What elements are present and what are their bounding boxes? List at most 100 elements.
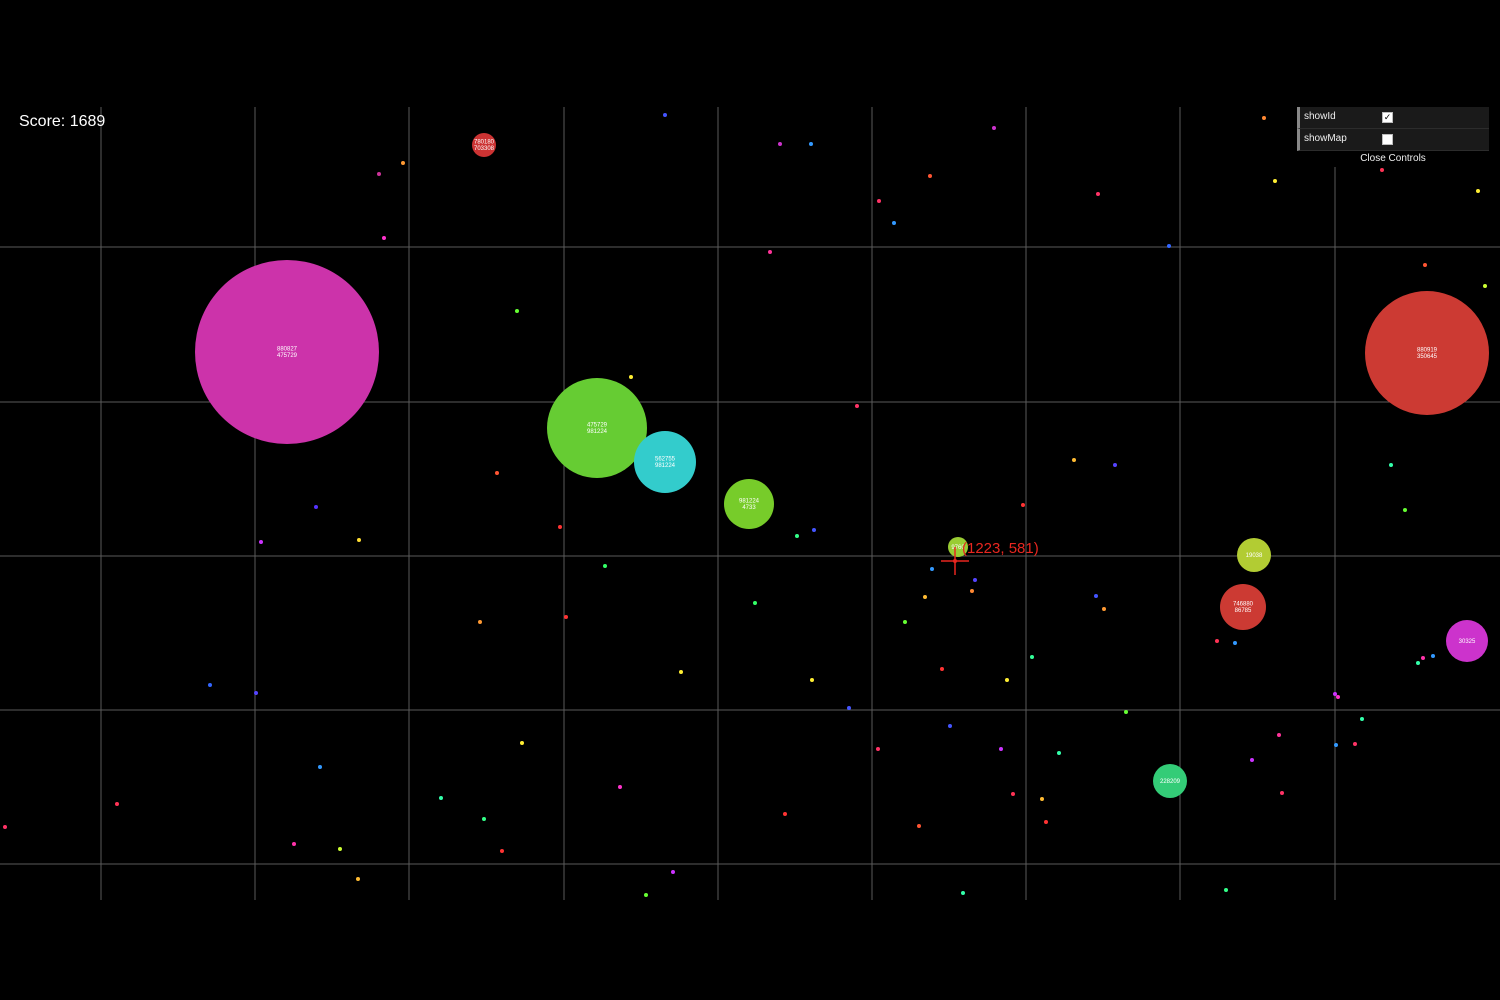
food-pellet [999,747,1003,751]
player-blob: 30325 [1446,620,1488,662]
player-blob: 228209 [1153,764,1187,798]
food-pellet [1021,503,1025,507]
food-pellet [292,842,296,846]
food-pellet [961,891,965,895]
food-pellet [970,589,974,593]
food-pellet [3,825,7,829]
blob-id-label: 880827 [277,347,298,353]
food-pellet [892,221,896,225]
crosshair-dot [953,559,957,563]
score-display: Score: 1689 [19,113,106,130]
close-controls-button[interactable]: Close Controls [1297,151,1489,167]
food-pellet [992,126,996,130]
food-pellet [558,525,562,529]
control-row-show-id[interactable]: showId ✓ [1297,107,1489,129]
food-pellet [515,309,519,313]
food-pellet [1124,710,1128,714]
player-blob: 9760 [948,537,968,557]
food-pellet [1277,733,1281,737]
blob-id-label: 86785 [1235,608,1252,614]
food-pellet [495,471,499,475]
blob-body [724,479,774,529]
food-pellet [603,564,607,568]
show-map-checkbox[interactable] [1382,134,1393,145]
blob-body [1446,620,1488,662]
food-pellet [482,817,486,821]
food-pellet [318,765,322,769]
food-pellet [795,534,799,538]
show-id-label: showId [1304,111,1336,122]
food-pellet [671,870,675,874]
controls-panel: showId ✓ showMap Close Controls [1297,107,1489,167]
food-pellet [768,250,772,254]
blob-id-label: 475729 [277,353,298,359]
food-pellet [1262,116,1266,120]
food-pellet [783,812,787,816]
food-pellet [1416,661,1420,665]
player-blobs: 8808274757298809193506454757299812245627… [195,133,1489,798]
blob-id-label: 981224 [655,463,676,469]
food-pellet [903,620,907,624]
blob-id-label: 703308 [474,146,495,152]
blob-id-label: 981224 [587,429,608,435]
blob-id-label: 19038 [1246,553,1263,559]
food-pellet [809,142,813,146]
blob-id-label: 562755 [655,457,676,463]
blob-body [948,537,968,557]
food-pellet [1096,192,1100,196]
food-pellet [1040,797,1044,801]
food-pellet [1113,463,1117,467]
blob-body [1365,291,1489,415]
food-pellet [564,615,568,619]
food-pellet [778,142,782,146]
food-pellet [1476,189,1480,193]
food-pellet [948,724,952,728]
food-pellet [208,683,212,687]
food-pellet [753,601,757,605]
food-pellet [1250,758,1254,762]
blob-id-label: 4733 [742,505,756,511]
game-world[interactable]: 8808274757298809193506454757299812245627… [0,107,1500,900]
show-id-checkbox[interactable]: ✓ [1382,112,1393,123]
food-pellet [1333,692,1337,696]
food-pellet [1273,179,1277,183]
food-pellet [1431,654,1435,658]
food-pellet [1094,594,1098,598]
food-pellet [679,670,683,674]
blob-id-label: 981224 [739,499,760,505]
food-pellet [1005,678,1009,682]
cursor-coordinate-readout: (1223, 581) [962,540,1039,557]
food-pellet [1011,792,1015,796]
food-pellet [1224,888,1228,892]
food-pellet [1167,244,1171,248]
blob-body [1153,764,1187,798]
food-pellet [520,741,524,745]
control-row-show-map[interactable]: showMap [1297,129,1489,151]
show-map-label: showMap [1304,133,1347,144]
food-pellet [1423,263,1427,267]
food-pellet [928,174,932,178]
blob-body [1237,538,1271,572]
food-pellet [1421,656,1425,660]
cursor-marker: (1223, 581) [941,540,1039,575]
blob-id-label: 475729 [587,423,608,429]
food-pellet [1072,458,1076,462]
food-pellet [847,706,851,710]
food-pellet [855,404,859,408]
food-pellet [254,691,258,695]
food-pellet [115,802,119,806]
blob-id-label: 746880 [1233,602,1254,608]
food-pellet [618,785,622,789]
blob-body [634,431,696,493]
food-pellet [940,667,944,671]
game-canvas[interactable]: 880827 475729 880919 350645 475729 981224 5627… [0,107,1500,900]
food-pellet [357,538,361,542]
food-pellet [356,877,360,881]
food-pellet [629,375,633,379]
food-pellet [1030,655,1034,659]
